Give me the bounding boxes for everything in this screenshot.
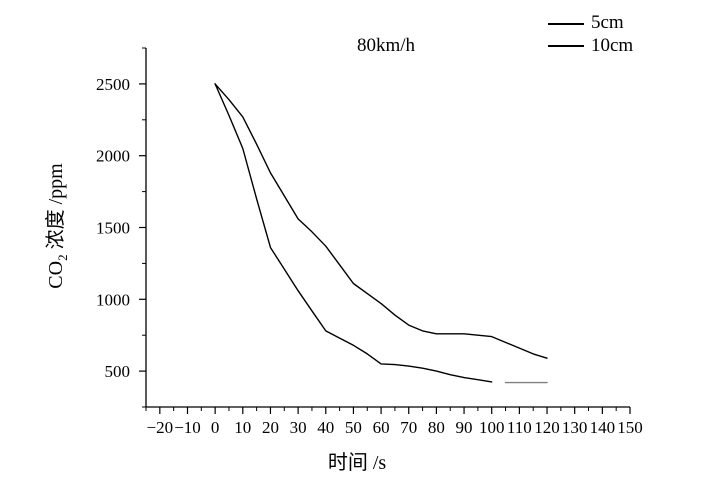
legend-label-5cm: 5cm [591,12,624,33]
legend: 5cm 10cm [548,12,633,56]
chart-title: 80km/h [357,35,416,56]
y-axis-title-subscript: 2 [55,254,70,261]
y-tick-label: 1000 [96,290,130,309]
legend-label-10cm: 10cm [591,35,633,56]
x-axis-ticks: −20 −10 0 10 20 30 40 50 60 70 80 90 100 110 120 130 140… [145,407,643,437]
x-tick-label: 90 [456,418,473,437]
x-tick-label: 120 [534,418,560,437]
y-axis-ticks: 500 1000 1500 2000 2500 [96,47,146,408]
x-tick-label: 140 [590,418,616,437]
x-tick-label: 100 [479,418,505,437]
x-tick-label: 130 [562,418,588,437]
x-tick-label: 110 [507,418,532,437]
series-line-10cm [214,83,493,383]
y-tick-label: 2500 [96,75,130,94]
y-axis-title: CO2 浓度 /ppm [44,163,70,289]
x-tick-label: −10 [174,418,201,437]
y-tick-label: 500 [105,362,131,381]
x-tick-label: 10 [234,418,251,437]
series-lines [214,83,548,384]
x-tick-label: 0 [211,418,220,437]
x-tick-label: 150 [617,418,643,437]
x-tick-label: 70 [400,418,417,437]
x-tick-label: 60 [373,418,390,437]
y-tick-label: 2000 [96,147,130,166]
x-tick-label: 50 [345,418,362,437]
y-tick-label: 1500 [96,219,130,238]
y-axis-title-prefix: CO [45,261,67,289]
series-line-5cm [214,83,548,359]
x-tick-label: 20 [262,418,279,437]
x-tick-label: −20 [147,418,174,437]
x-axis-title: 时间 /s [328,451,387,474]
x-tick-label: 40 [317,418,334,437]
y-axis-title-suffix: 浓度 /ppm [44,163,67,255]
x-tick-label: 80 [428,418,445,437]
x-tick-label: 30 [290,418,307,437]
